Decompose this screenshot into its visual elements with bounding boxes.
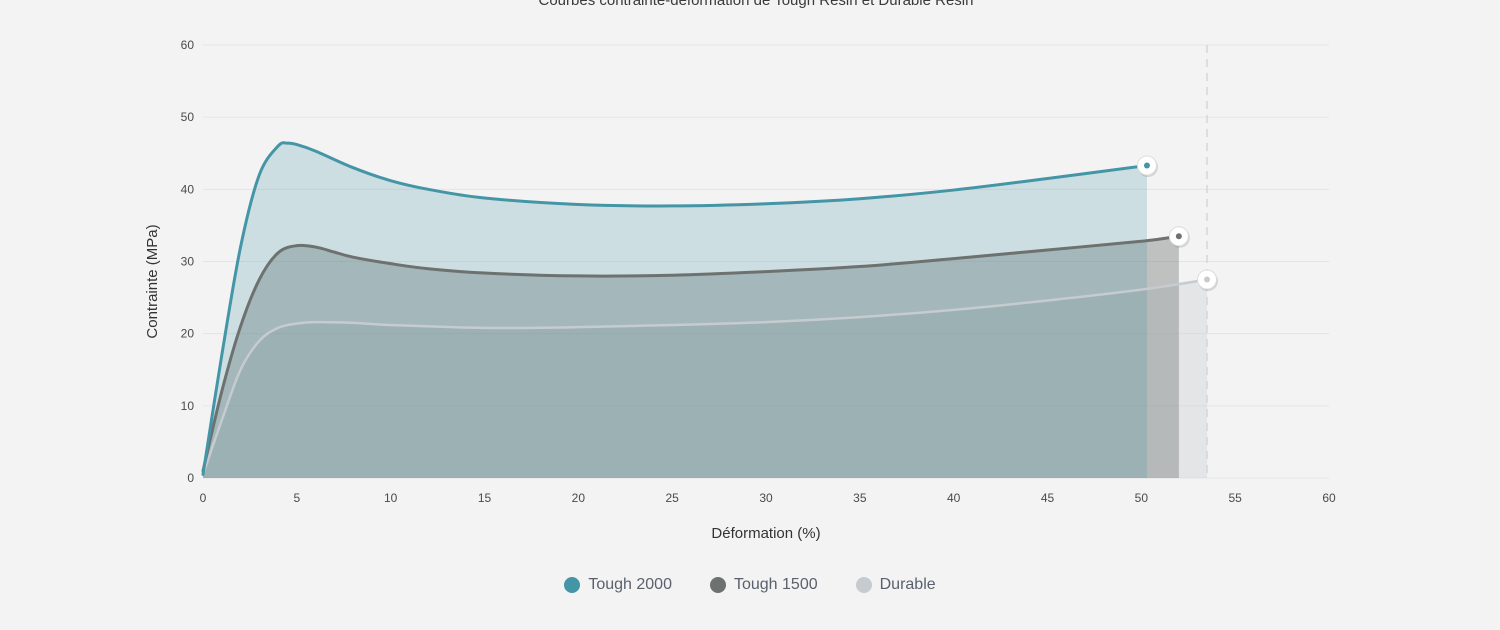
y-tick-label: 60 (181, 38, 195, 52)
legend-item-tough-1500[interactable]: Tough 1500 (709, 576, 818, 594)
y-tick-label: 10 (181, 399, 195, 413)
x-axis-label: Déformation (%) (711, 525, 820, 542)
end-marker-tough-2000[interactable] (1136, 155, 1158, 178)
x-tick-label: 35 (853, 491, 867, 505)
end-marker-tough-1500[interactable] (1168, 226, 1190, 248)
end-marker-durable[interactable] (1197, 269, 1219, 292)
y-tick-label: 40 (181, 182, 195, 196)
grid-lines (203, 44, 1329, 479)
legend: Tough 2000 Tough 1500 Durable (0, 576, 1500, 594)
y-tick-label: 30 (181, 255, 195, 269)
tick-labels: 0 10 20 30 40 50 60 0 5 10 15 20 25 30 35 40 45 50 55 60 (181, 38, 1336, 505)
x-tick-label: 60 (1322, 491, 1336, 505)
x-tick-label: 55 (1228, 491, 1242, 505)
x-tick-label: 25 (665, 491, 679, 505)
legend-label: Durable (879, 576, 936, 593)
chart-title: Courbes contrainte-déformation de Tough … (538, 0, 974, 9)
legend-swatch (855, 577, 872, 593)
x-tick-label: 5 (293, 491, 300, 505)
legend-item-durable[interactable]: Durable (855, 576, 936, 594)
legend-swatch (564, 577, 581, 593)
x-tick-label: 20 (572, 491, 586, 505)
x-tick-label: 15 (478, 491, 492, 505)
x-tick-label: 10 (384, 491, 398, 505)
series-lines (201, 141, 1209, 476)
x-tick-label: 45 (1041, 491, 1055, 505)
legend-label: Tough 2000 (588, 576, 672, 593)
y-tick-label: 20 (181, 327, 195, 341)
y-tick-label: 0 (187, 471, 194, 485)
area-tough-1500 (203, 236, 1179, 478)
legend-swatch (709, 577, 726, 593)
y-tick-label: 50 (181, 110, 195, 124)
area-durable (203, 279, 1208, 478)
y-axis-label: Contrainte (MPa) (144, 224, 161, 338)
line-durable (201, 278, 1209, 476)
x-tick-label: 30 (759, 491, 773, 505)
x-tick-label: 40 (947, 491, 961, 505)
area-tough-2000 (203, 142, 1147, 479)
series-end-markers[interactable] (1136, 155, 1219, 292)
legend-label: Tough 1500 (733, 576, 818, 593)
series-fills (203, 142, 1208, 479)
legend-item-tough-2000[interactable]: Tough 2000 (564, 576, 672, 594)
x-tick-label: 50 (1135, 491, 1149, 505)
x-tick-label: 0 (200, 491, 207, 505)
line-tough-2000 (201, 141, 1149, 476)
line-tough-1500 (201, 234, 1181, 473)
